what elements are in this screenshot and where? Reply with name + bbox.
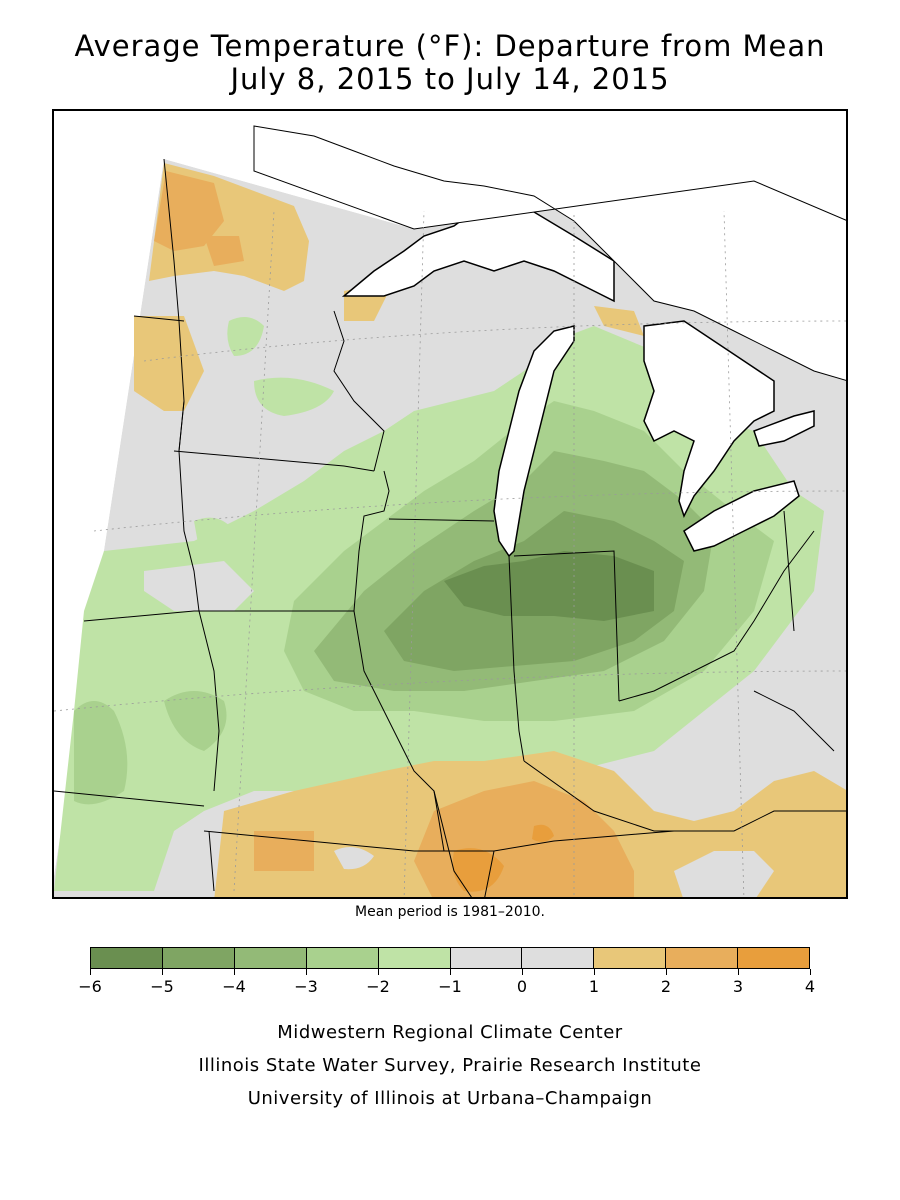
legend-tick-label: −3 bbox=[294, 977, 318, 996]
legend-swatch bbox=[378, 948, 451, 968]
legend-tick-mark bbox=[594, 969, 595, 975]
credit-line-3: University of Illinois at Urbana–Champai… bbox=[247, 1088, 653, 1109]
temperature-departure-map bbox=[52, 109, 848, 899]
legend-tick-mark bbox=[738, 969, 739, 975]
warm-zone-west bbox=[134, 316, 204, 411]
legend-tick-mark bbox=[810, 969, 811, 975]
legend-tick-label: −6 bbox=[78, 977, 102, 996]
warm-zone-south-core2 bbox=[254, 831, 314, 871]
credit-line-1: Midwestern Regional Climate Center bbox=[277, 1022, 623, 1043]
lake-huron bbox=[643, 320, 775, 518]
warm-zone-north-core2 bbox=[204, 236, 244, 266]
legend-tick-label: −5 bbox=[150, 977, 174, 996]
legend-swatch bbox=[738, 948, 810, 968]
neutral-hole-2 bbox=[194, 517, 234, 550]
neutral-hole-1 bbox=[144, 561, 254, 611]
legend-tick-mark bbox=[90, 969, 91, 975]
legend-tick-mark bbox=[666, 969, 667, 975]
lake-superior bbox=[341, 195, 615, 303]
state-borders bbox=[54, 158, 846, 897]
legend-swatch bbox=[450, 948, 523, 968]
legend-tick-label: 1 bbox=[588, 977, 600, 996]
legend-swatch bbox=[162, 948, 235, 968]
neutral-hole-south bbox=[334, 847, 374, 870]
map-canvas bbox=[54, 111, 846, 897]
lat-lon-grid bbox=[54, 210, 846, 897]
color-legend bbox=[90, 947, 810, 969]
legend-tick-mark bbox=[522, 969, 523, 975]
warm-zone-south-hot2 bbox=[532, 824, 554, 842]
legend-swatch bbox=[522, 948, 595, 968]
lake-ontario bbox=[753, 410, 815, 447]
map-date-range: July 8, 2015 to July 14, 2015 bbox=[230, 62, 670, 96]
legend-tick-mark bbox=[450, 969, 451, 975]
legend-tick-mark bbox=[162, 969, 163, 975]
map-title: Average Temperature (°F): Departure from… bbox=[74, 29, 826, 63]
legend-tick-label: 4 bbox=[804, 977, 816, 996]
legend-swatch bbox=[594, 948, 667, 968]
cool-patch-1 bbox=[227, 317, 264, 356]
legend-tick-label: −2 bbox=[366, 977, 390, 996]
lake-erie bbox=[683, 480, 800, 552]
cool-zone-2-west2 bbox=[164, 691, 227, 751]
warm-zone-south-hot bbox=[452, 848, 504, 892]
warm-zone-huron bbox=[594, 306, 644, 336]
legend-tick-label: 3 bbox=[732, 977, 744, 996]
legend-tick-mark bbox=[306, 969, 307, 975]
legend-swatch bbox=[306, 948, 379, 968]
legend-tick-mark bbox=[234, 969, 235, 975]
cool-zone-5 bbox=[444, 551, 654, 621]
legend-tick-label: −1 bbox=[438, 977, 462, 996]
legend-swatch bbox=[234, 948, 307, 968]
cool-zone-2-west bbox=[74, 701, 128, 805]
canada-north bbox=[253, 125, 846, 381]
legend-tick-label: −4 bbox=[222, 977, 246, 996]
neutral-zone-east bbox=[674, 851, 774, 897]
legend-tick-mark bbox=[378, 969, 379, 975]
legend-swatch bbox=[666, 948, 739, 968]
legend-tick-label: 0 bbox=[516, 977, 528, 996]
legend-ticks: −6 −5 −4 −3 −2 −1 0 1 2 3 4 bbox=[78, 969, 815, 999]
mean-period-note: Mean period is 1981–2010. bbox=[355, 904, 545, 920]
legend-tick-label: 2 bbox=[660, 977, 672, 996]
cool-patch-2 bbox=[254, 377, 334, 416]
legend-swatch bbox=[91, 948, 163, 968]
credit-line-2: Illinois State Water Survey, Prairie Res… bbox=[198, 1055, 702, 1076]
